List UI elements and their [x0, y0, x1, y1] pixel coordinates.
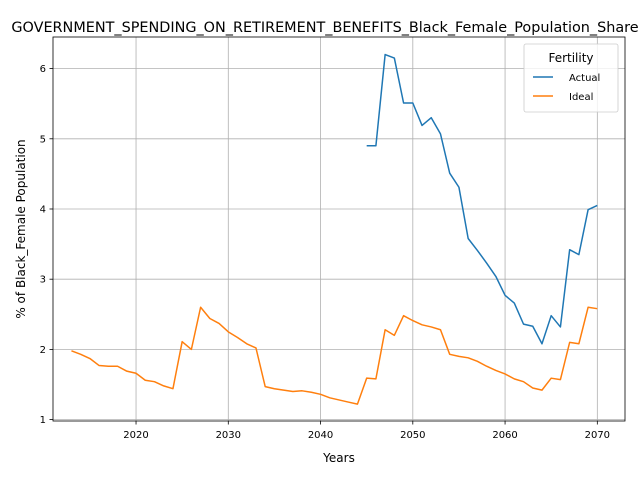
x-tick-label: 2030 [216, 430, 241, 441]
y-tick-label: 4 [40, 204, 46, 215]
y-tick-label: 5 [40, 134, 46, 145]
y-tick-label: 6 [40, 64, 46, 75]
x-tick-label: 2040 [308, 430, 333, 441]
legend-label-actual: Actual [569, 73, 600, 84]
series-line-actual [366, 53, 598, 345]
chart-title: GOVERNMENT_SPENDING_ON_RETIREMENT_BENEFI… [11, 20, 638, 36]
x-tick-label: 2020 [123, 430, 148, 441]
series-line-ideal [71, 306, 598, 405]
x-axis-label: Years [322, 451, 355, 465]
plot-area-frame [52, 36, 626, 422]
x-tick-label: 2050 [400, 430, 425, 441]
legend-title: Fertility [548, 51, 593, 65]
y-tick-label: 3 [40, 275, 46, 286]
x-axis-ticks: 2020 2030 2040 2050 2060 2070 [123, 421, 610, 441]
y-axis-label: % of Black_Female Population [14, 139, 28, 318]
y-tick-label: 2 [40, 345, 46, 356]
y-axis-ticks: 1 2 3 4 5 6 [40, 64, 53, 426]
legend-label-ideal: Ideal [569, 92, 593, 103]
legend: Fertility Actual Ideal [523, 43, 619, 113]
legend-box [523, 43, 619, 113]
series-lines [71, 53, 598, 405]
y-tick-label: 1 [40, 415, 46, 426]
x-tick-label: 2060 [492, 430, 517, 441]
legend-items: Actual Ideal [533, 73, 600, 103]
x-tick-label: 2070 [585, 430, 610, 441]
